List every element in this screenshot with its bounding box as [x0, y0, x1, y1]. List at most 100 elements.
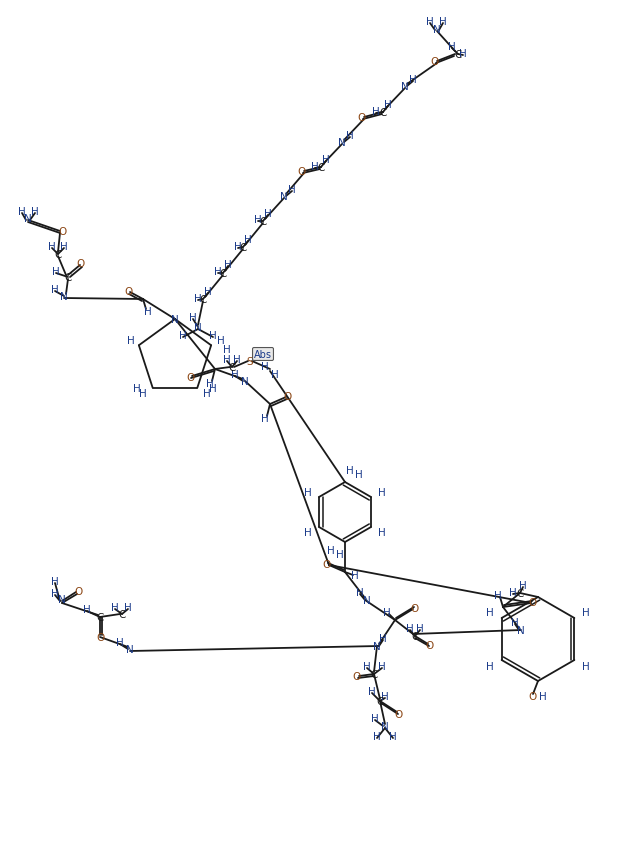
Text: C: C — [260, 217, 267, 227]
Text: H: H — [384, 100, 392, 110]
Text: H: H — [509, 588, 517, 597]
Text: H: H — [223, 345, 231, 355]
Text: H: H — [217, 336, 225, 345]
Text: H: H — [389, 731, 397, 741]
Text: H: H — [261, 414, 269, 423]
Text: H: H — [233, 355, 241, 364]
Text: C: C — [96, 612, 104, 623]
Text: C: C — [219, 269, 227, 279]
Text: O: O — [426, 641, 434, 650]
Text: N: N — [241, 376, 249, 386]
Text: C: C — [239, 243, 247, 252]
Text: H: H — [52, 267, 60, 276]
Text: H: H — [223, 355, 231, 364]
Text: H: H — [459, 49, 467, 59]
Text: C: C — [412, 631, 419, 641]
Text: H: H — [254, 215, 262, 224]
Text: H: H — [48, 241, 56, 252]
Text: N: N — [338, 138, 346, 148]
Text: H: H — [426, 17, 434, 27]
Text: H: H — [409, 75, 417, 85]
Text: H: H — [372, 107, 380, 117]
Text: O: O — [353, 671, 361, 682]
Text: H: H — [539, 691, 547, 701]
Text: H: H — [373, 731, 381, 741]
Text: H: H — [179, 331, 187, 340]
Text: H: H — [356, 588, 364, 597]
Text: H: H — [264, 209, 272, 218]
Text: H: H — [83, 604, 91, 614]
Text: N: N — [363, 595, 371, 606]
Text: H: H — [116, 637, 124, 647]
Text: H: H — [379, 633, 387, 643]
Text: H: H — [206, 379, 214, 389]
Text: C: C — [119, 609, 126, 619]
Text: C: C — [228, 363, 236, 373]
Text: C: C — [454, 50, 462, 60]
Text: O: O — [186, 373, 194, 382]
Text: H: H — [381, 691, 389, 701]
Text: O: O — [298, 167, 306, 177]
Text: H: H — [224, 259, 232, 270]
Text: O: O — [411, 603, 419, 613]
Text: H: H — [346, 131, 354, 141]
Text: N: N — [24, 214, 32, 223]
Text: N: N — [58, 595, 66, 604]
Text: C: C — [376, 696, 384, 706]
Text: H: H — [583, 661, 590, 671]
Text: O: O — [124, 287, 132, 297]
Text: H: H — [368, 686, 376, 696]
Text: O: O — [529, 691, 537, 701]
Text: N: N — [60, 292, 68, 302]
Text: H: H — [322, 154, 330, 165]
Text: H: H — [583, 607, 590, 618]
Text: H: H — [261, 362, 269, 372]
Text: H: H — [111, 602, 119, 612]
Text: C: C — [199, 294, 206, 305]
Text: H: H — [204, 287, 212, 297]
Text: H: H — [327, 545, 335, 555]
Text: H: H — [378, 661, 386, 671]
Text: O: O — [284, 392, 292, 402]
Text: H: H — [378, 527, 386, 537]
Text: H: H — [486, 607, 494, 618]
Text: H: H — [18, 206, 26, 217]
Text: H: H — [139, 388, 147, 398]
Text: O: O — [323, 560, 331, 569]
Text: H: H — [210, 383, 217, 393]
Text: H: H — [127, 336, 135, 345]
Text: H: H — [416, 624, 424, 633]
Text: N: N — [381, 721, 389, 731]
Text: N: N — [194, 322, 202, 333]
Text: H: H — [346, 466, 354, 475]
Text: N: N — [171, 315, 179, 325]
Text: H: H — [51, 589, 59, 598]
Text: H: H — [124, 602, 132, 612]
Text: H: H — [244, 235, 252, 245]
Text: O: O — [96, 632, 104, 642]
Text: H: H — [371, 713, 379, 723]
Text: N: N — [401, 82, 409, 92]
Text: H: H — [355, 469, 363, 479]
Text: H: H — [60, 241, 68, 252]
Text: H: H — [51, 285, 59, 294]
Text: O: O — [395, 709, 403, 719]
Text: H: H — [209, 331, 217, 340]
Text: N: N — [517, 625, 525, 635]
Text: H: H — [214, 267, 222, 276]
Text: H: H — [231, 369, 239, 380]
Text: H: H — [448, 42, 456, 52]
Text: H: H — [133, 383, 140, 393]
Text: H: H — [519, 580, 527, 590]
Text: N: N — [280, 192, 288, 202]
Text: C: C — [370, 670, 378, 679]
Text: O: O — [58, 227, 66, 237]
Text: H: H — [351, 571, 359, 580]
Text: C: C — [317, 163, 325, 173]
Text: H: H — [406, 624, 414, 633]
Text: H: H — [51, 577, 59, 586]
Text: H: H — [486, 661, 494, 671]
Text: O: O — [74, 586, 82, 596]
Text: H: H — [363, 661, 371, 671]
Text: N: N — [126, 644, 134, 654]
